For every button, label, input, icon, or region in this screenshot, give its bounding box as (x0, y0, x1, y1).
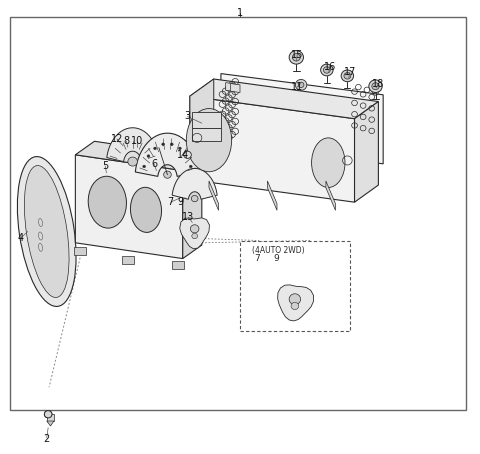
Text: 18: 18 (372, 79, 384, 89)
Circle shape (44, 411, 52, 418)
Circle shape (162, 143, 165, 146)
Polygon shape (226, 83, 235, 92)
Polygon shape (192, 112, 221, 128)
Circle shape (154, 147, 156, 150)
Circle shape (170, 143, 173, 146)
Circle shape (289, 294, 300, 305)
Circle shape (147, 155, 150, 158)
Text: 2: 2 (44, 434, 50, 444)
Text: 7: 7 (168, 197, 174, 207)
Polygon shape (172, 262, 184, 269)
Circle shape (191, 225, 199, 233)
Circle shape (44, 411, 52, 418)
Ellipse shape (186, 109, 232, 172)
Circle shape (189, 165, 192, 168)
Circle shape (344, 73, 351, 79)
Ellipse shape (312, 138, 345, 188)
Polygon shape (326, 181, 336, 210)
Circle shape (164, 171, 171, 178)
Polygon shape (192, 128, 221, 141)
Text: 12: 12 (111, 134, 123, 144)
Ellipse shape (88, 176, 126, 228)
Text: 5: 5 (102, 161, 108, 171)
Circle shape (184, 151, 192, 158)
Circle shape (372, 83, 379, 90)
Polygon shape (267, 181, 277, 210)
Circle shape (324, 67, 330, 73)
Text: 13: 13 (182, 212, 194, 222)
Bar (10, 17, 466, 410)
Ellipse shape (131, 188, 162, 232)
Ellipse shape (24, 166, 69, 297)
Polygon shape (122, 256, 133, 264)
Text: 9: 9 (273, 254, 279, 263)
Text: 4: 4 (17, 233, 24, 243)
Polygon shape (190, 96, 355, 202)
Polygon shape (180, 218, 209, 249)
Text: 15: 15 (291, 49, 303, 59)
Circle shape (295, 79, 307, 90)
Circle shape (298, 82, 304, 88)
Polygon shape (183, 157, 202, 259)
Text: 3: 3 (184, 111, 191, 122)
Polygon shape (230, 84, 240, 93)
Polygon shape (107, 128, 158, 162)
Text: 17: 17 (344, 67, 356, 77)
Polygon shape (135, 133, 200, 177)
Polygon shape (172, 168, 217, 199)
Text: 8: 8 (123, 136, 130, 146)
Circle shape (291, 302, 299, 310)
Text: 7: 7 (254, 254, 260, 263)
Polygon shape (74, 247, 86, 256)
Polygon shape (277, 285, 313, 321)
Circle shape (185, 155, 188, 158)
Circle shape (179, 147, 181, 150)
Text: 14: 14 (177, 150, 189, 160)
Text: 16: 16 (324, 62, 336, 72)
Polygon shape (355, 102, 378, 202)
Text: 9: 9 (177, 197, 183, 207)
Polygon shape (47, 421, 54, 426)
FancyBboxPatch shape (240, 241, 350, 331)
Circle shape (192, 195, 198, 202)
Circle shape (369, 80, 382, 93)
Ellipse shape (17, 157, 76, 306)
Circle shape (128, 157, 137, 166)
Circle shape (341, 70, 354, 82)
Polygon shape (209, 181, 218, 210)
Text: (4AUTO 2WD): (4AUTO 2WD) (252, 246, 304, 255)
Circle shape (289, 50, 303, 64)
Polygon shape (221, 74, 383, 164)
Circle shape (321, 64, 333, 76)
Polygon shape (75, 155, 183, 259)
Text: 11: 11 (291, 82, 303, 92)
Text: 10: 10 (131, 136, 144, 146)
Circle shape (143, 165, 145, 168)
Text: 1: 1 (237, 8, 243, 18)
Polygon shape (75, 141, 202, 171)
Polygon shape (47, 414, 54, 421)
Polygon shape (190, 79, 214, 180)
Circle shape (292, 54, 300, 61)
Text: 6: 6 (151, 159, 157, 169)
Polygon shape (190, 79, 378, 118)
Circle shape (192, 233, 198, 239)
